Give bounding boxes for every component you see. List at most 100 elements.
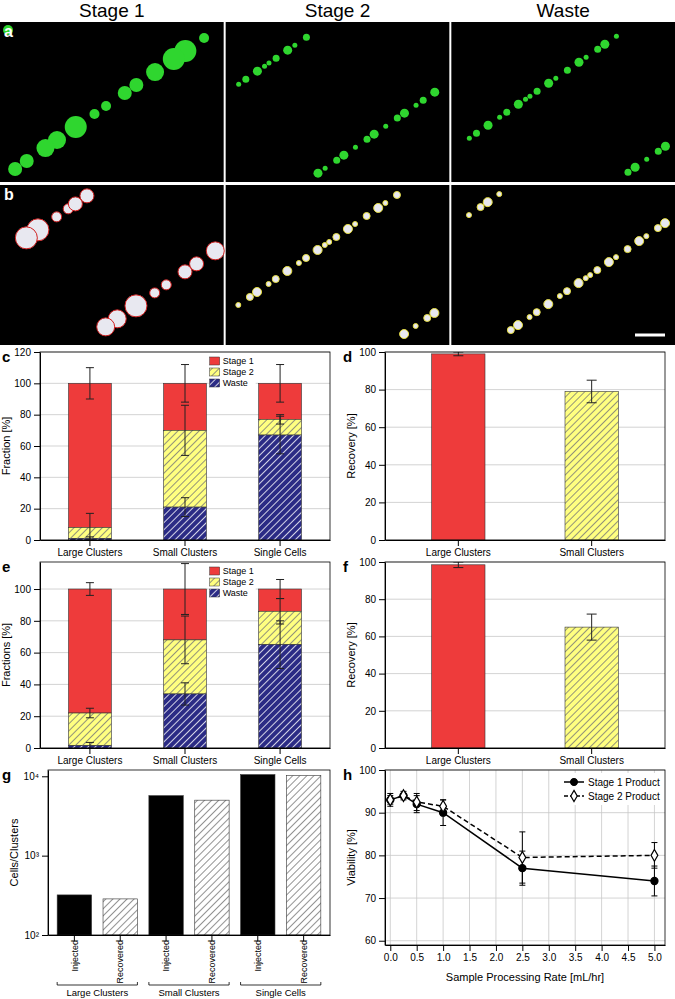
error-bar xyxy=(276,599,284,624)
cell-decoration xyxy=(473,130,480,137)
marks xyxy=(432,562,619,748)
y-axis-title: Recovery [%] xyxy=(345,622,357,687)
group-bracket xyxy=(57,982,137,985)
x-axis: Large Clusters Small Clusters xyxy=(386,540,666,558)
tick-label: 60 xyxy=(365,631,377,642)
legend-label: Stage 2 xyxy=(223,367,254,377)
tick-label: Large Clusters xyxy=(426,547,491,558)
marker xyxy=(651,877,658,884)
cell-decoration xyxy=(36,139,54,157)
tick-mark xyxy=(34,589,40,590)
tick: Small Clusters xyxy=(559,540,623,558)
cell-decoration xyxy=(146,63,164,81)
tick-label: 4.0 xyxy=(595,952,609,963)
tick-label: 40 xyxy=(365,460,377,471)
cell-decoration xyxy=(467,136,472,141)
column-header: Stage 1 xyxy=(79,0,145,21)
tick-label: 20 xyxy=(20,711,32,722)
axis-line xyxy=(40,563,41,749)
tick-mark xyxy=(42,935,48,936)
tick-label: 60 xyxy=(20,441,32,452)
error-bar xyxy=(86,742,94,748)
legend-marker xyxy=(571,779,578,786)
tick-label: 0 xyxy=(25,535,31,546)
tick-mark xyxy=(379,599,385,600)
tick-mark xyxy=(185,540,186,546)
cell-decoration xyxy=(97,318,115,336)
tick-mark xyxy=(602,945,603,951)
cell-decoration xyxy=(206,242,224,260)
error-bar xyxy=(453,352,463,356)
cell-decoration xyxy=(600,40,609,49)
tick-mark xyxy=(379,502,385,503)
tick: 2.5 xyxy=(516,945,530,963)
tick-label: Large Clusters xyxy=(57,755,122,766)
panel-letter: d xyxy=(343,348,352,365)
cell-decoration xyxy=(163,48,185,70)
legend: Stage 1Stage 2Waste xyxy=(209,565,256,600)
tick: Recovered xyxy=(115,935,125,984)
cell-decoration xyxy=(363,212,370,219)
image-panel xyxy=(226,185,450,345)
error-bar xyxy=(276,621,284,669)
panel-letter: a xyxy=(4,23,13,40)
tick: 10⁴ xyxy=(24,771,48,782)
cell-decoration xyxy=(661,219,670,228)
tick: 80 xyxy=(365,384,385,395)
tick-label: Injected xyxy=(253,940,263,972)
marks xyxy=(69,564,302,748)
error-bars xyxy=(86,365,284,540)
tick: Injected xyxy=(253,935,263,972)
cell-decoration xyxy=(544,79,553,88)
cell-decoration xyxy=(15,227,37,249)
tick-label: Single Cells xyxy=(254,755,307,766)
panel-letter: g xyxy=(2,766,11,783)
bar xyxy=(432,565,485,748)
chart-panel: Large ClustersSmall ClustersSingle Cells… xyxy=(0,558,331,766)
tick-mark xyxy=(379,352,385,353)
y-axis: 020406080100 xyxy=(14,563,40,754)
cell-decoration xyxy=(527,94,532,99)
tick-mark xyxy=(591,748,592,754)
cell-decoration xyxy=(364,136,371,143)
tick-mark xyxy=(34,653,40,654)
tick-mark xyxy=(522,945,523,951)
tick-label: 1.0 xyxy=(437,952,451,963)
image-cells xyxy=(466,192,669,334)
tick: 5.0 xyxy=(648,945,662,963)
tick-label: 20 xyxy=(365,497,377,508)
cell-decoration xyxy=(262,64,267,69)
tick: Small Clusters xyxy=(559,748,623,766)
tick: Large Clusters xyxy=(57,540,122,558)
cell-decoration xyxy=(544,300,553,309)
marker xyxy=(387,794,394,806)
bar xyxy=(565,391,618,540)
image-panel xyxy=(451,22,675,182)
tick: Recovered xyxy=(207,935,217,984)
error-bar xyxy=(414,793,420,810)
tick-label: Recovered xyxy=(207,940,217,984)
axis-line xyxy=(48,771,49,936)
tick: 80 xyxy=(20,409,40,420)
tick-label: 60 xyxy=(20,647,32,658)
tick: 60 xyxy=(20,441,40,452)
tick-mark xyxy=(42,776,48,777)
error-bar xyxy=(276,365,284,403)
legend-swatch xyxy=(210,567,220,575)
y-axis: 020406080100 xyxy=(359,557,385,754)
tick-label: 40 xyxy=(365,668,377,679)
grid-line xyxy=(385,427,665,428)
grid-line xyxy=(385,464,665,465)
y-axis: 020406080100120 xyxy=(14,347,40,546)
tick-mark xyxy=(458,748,459,754)
cell-decoration xyxy=(564,67,571,74)
cell-decoration xyxy=(583,276,588,281)
error-bar xyxy=(276,416,284,454)
error-bar xyxy=(181,564,189,615)
tick: 20 xyxy=(365,497,385,508)
tick: 40 xyxy=(20,679,40,690)
cell-decoration xyxy=(20,154,34,168)
error-bar xyxy=(181,498,189,517)
marker xyxy=(400,790,407,802)
cell-decoration xyxy=(420,97,427,104)
